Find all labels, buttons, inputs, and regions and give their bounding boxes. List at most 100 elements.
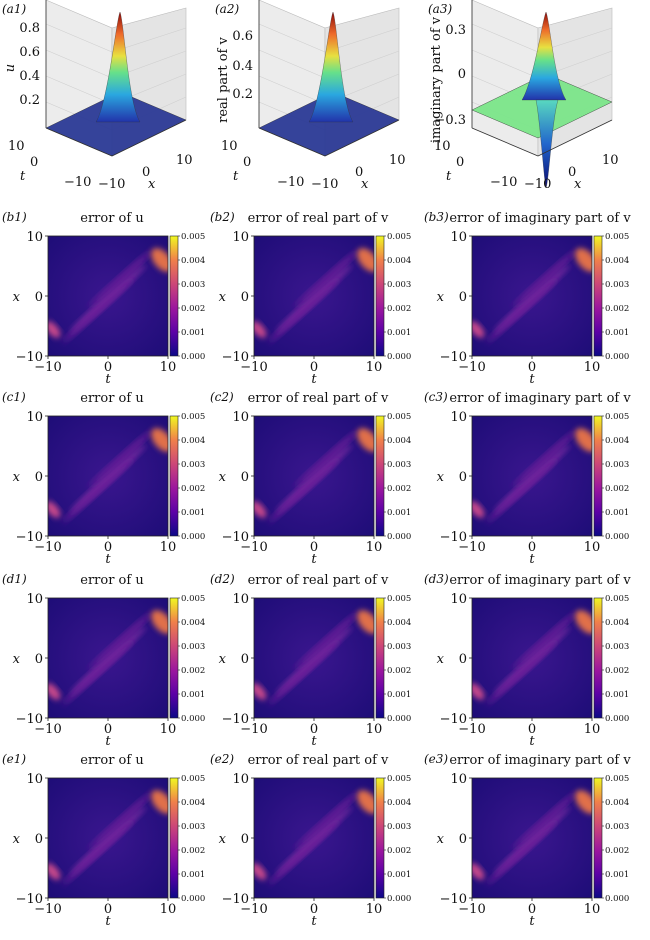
x-tick-label: −10 (34, 360, 61, 375)
colorbar-tick-label: 0.005 (181, 774, 205, 784)
t-axis (258, 127, 326, 157)
panel-tag: (c2) (210, 390, 234, 404)
y-tick-label: 0 (35, 832, 43, 847)
colorbar-tick-label: 0.004 (605, 798, 629, 808)
t-axis (45, 127, 113, 157)
error-band (62, 820, 135, 885)
y-tick-label: 0 (35, 290, 43, 305)
y-tick-label: 10 (232, 772, 249, 787)
colorbar-tick-label: 0.005 (181, 232, 205, 242)
colorbar-tick-label: 0.005 (605, 412, 629, 422)
x-tick-label: −10 (311, 177, 338, 192)
colorbar-tick-label: 0.001 (387, 508, 411, 518)
y-tick-label: 0 (459, 652, 467, 667)
panel-tag: (e3) (424, 752, 448, 766)
x-tick-label: 10 (366, 902, 383, 917)
error-hotspot (575, 248, 592, 272)
x-tick-label: 0 (104, 722, 112, 737)
y-tick-label: −10 (440, 350, 467, 365)
panel-title: error of real part of v (248, 211, 389, 226)
heatmap-area (48, 236, 168, 356)
z-tick-label: 0.4 (19, 69, 40, 84)
y-tick-label: 10 (450, 230, 467, 245)
y-tick-label: −10 (222, 530, 249, 545)
panel-title: error of real part of v (248, 573, 389, 588)
grid-line (45, 23, 113, 53)
error-hotspot (151, 790, 168, 814)
panel-title: error of u (80, 391, 143, 406)
heatmap-panel: (d2) error of real part of v −10 0 10 t 10 0 −10… (210, 572, 411, 749)
colorbar-tick-label: 0.004 (181, 256, 205, 266)
heatmap-area (472, 778, 592, 898)
panel-tag: (d1) (2, 572, 27, 586)
x-tick-label: 0 (104, 360, 112, 375)
colorbar-tick-label: 0.002 (605, 304, 629, 314)
grid-line (258, 75, 326, 105)
colorbar-tick-label: 0.003 (605, 280, 629, 290)
heatmap-area (254, 416, 374, 536)
x-tick-label: 0 (355, 165, 363, 180)
y-tick-label: 10 (26, 410, 43, 425)
x-tick-label: 10 (160, 722, 177, 737)
heatmap-area (472, 598, 592, 718)
x-axis-label: t (311, 914, 317, 929)
colorbar-tick-label: 0.003 (605, 642, 629, 652)
colorbar-tick-label: 0.001 (181, 690, 205, 700)
y-axis-label: x (13, 832, 21, 847)
z-axis-label: u (3, 64, 18, 72)
colorbar-tick-label: 0.004 (387, 436, 411, 446)
colorbar-tick-label: 0.003 (387, 280, 411, 290)
colorbar-tick-label: 0.004 (605, 618, 629, 628)
x-axis (324, 119, 400, 157)
colorbar (593, 777, 603, 899)
colorbar-tick-label: 0.004 (605, 436, 629, 446)
t-tick-label: 10 (221, 139, 238, 154)
y-tick-label: 0 (241, 652, 249, 667)
colorbar-tick-label: 0.002 (387, 846, 411, 856)
error-band (486, 458, 559, 523)
error-hotspot (472, 501, 485, 518)
z-tick-label: 0.3 (445, 23, 466, 38)
panel-tag: (a2) (215, 2, 239, 16)
x-tick-label: −10 (458, 360, 485, 375)
z-tick-label: 0 (458, 67, 466, 82)
z-tick-label: 0.8 (19, 21, 40, 36)
x-axis-label: t (529, 914, 535, 929)
colorbar-tick-label: 0.001 (605, 870, 629, 880)
heatmap-panel: (b3) error of imaginary part of v −10 0 10 t 1… (424, 210, 631, 387)
colorbar-tick-label: 0.003 (387, 642, 411, 652)
x-tick-label: 0 (568, 165, 576, 180)
x-axis-label: x (574, 177, 582, 192)
x-tick-label: 10 (160, 540, 177, 555)
x-tick-label: 0 (104, 540, 112, 555)
colorbar-tick-label: 0.004 (181, 798, 205, 808)
colorbar-tick-label: 0.003 (181, 642, 205, 652)
grid-line (258, 49, 326, 79)
x-tick-label: 10 (602, 153, 619, 168)
error-band (88, 793, 152, 850)
error-band (512, 613, 576, 670)
panel-title: error of imaginary part of v (449, 753, 631, 768)
colorbar (593, 235, 603, 357)
colorbar-tick-label: 0.001 (181, 870, 205, 880)
colorbar-tick-label: 0.000 (605, 714, 629, 724)
heatmap-panel: (d1) error of u −10 0 10 t 10 0 −10 x 0.000 0.001 0.… (2, 572, 205, 749)
panel-tag: (a3) (428, 2, 452, 16)
colorbar-tick-label: 0.005 (387, 774, 411, 784)
panel-tag: (e2) (210, 752, 234, 766)
z-tick-label: 0.2 (19, 93, 40, 108)
error-band (294, 251, 358, 308)
y-tick-label: −10 (440, 892, 467, 907)
y-tick-label: 10 (232, 592, 249, 607)
z-tick-label: 0.6 (232, 29, 253, 44)
error-band (62, 640, 135, 705)
y-tick-label: −10 (16, 892, 43, 907)
error-band (268, 640, 341, 705)
y-tick-label: 10 (232, 410, 249, 425)
colorbar-tick-label: 0.004 (605, 256, 629, 266)
colorbar (375, 597, 385, 719)
x-tick-label: −10 (240, 902, 267, 917)
heatmap-area (48, 778, 168, 898)
y-axis-label: x (437, 470, 445, 485)
